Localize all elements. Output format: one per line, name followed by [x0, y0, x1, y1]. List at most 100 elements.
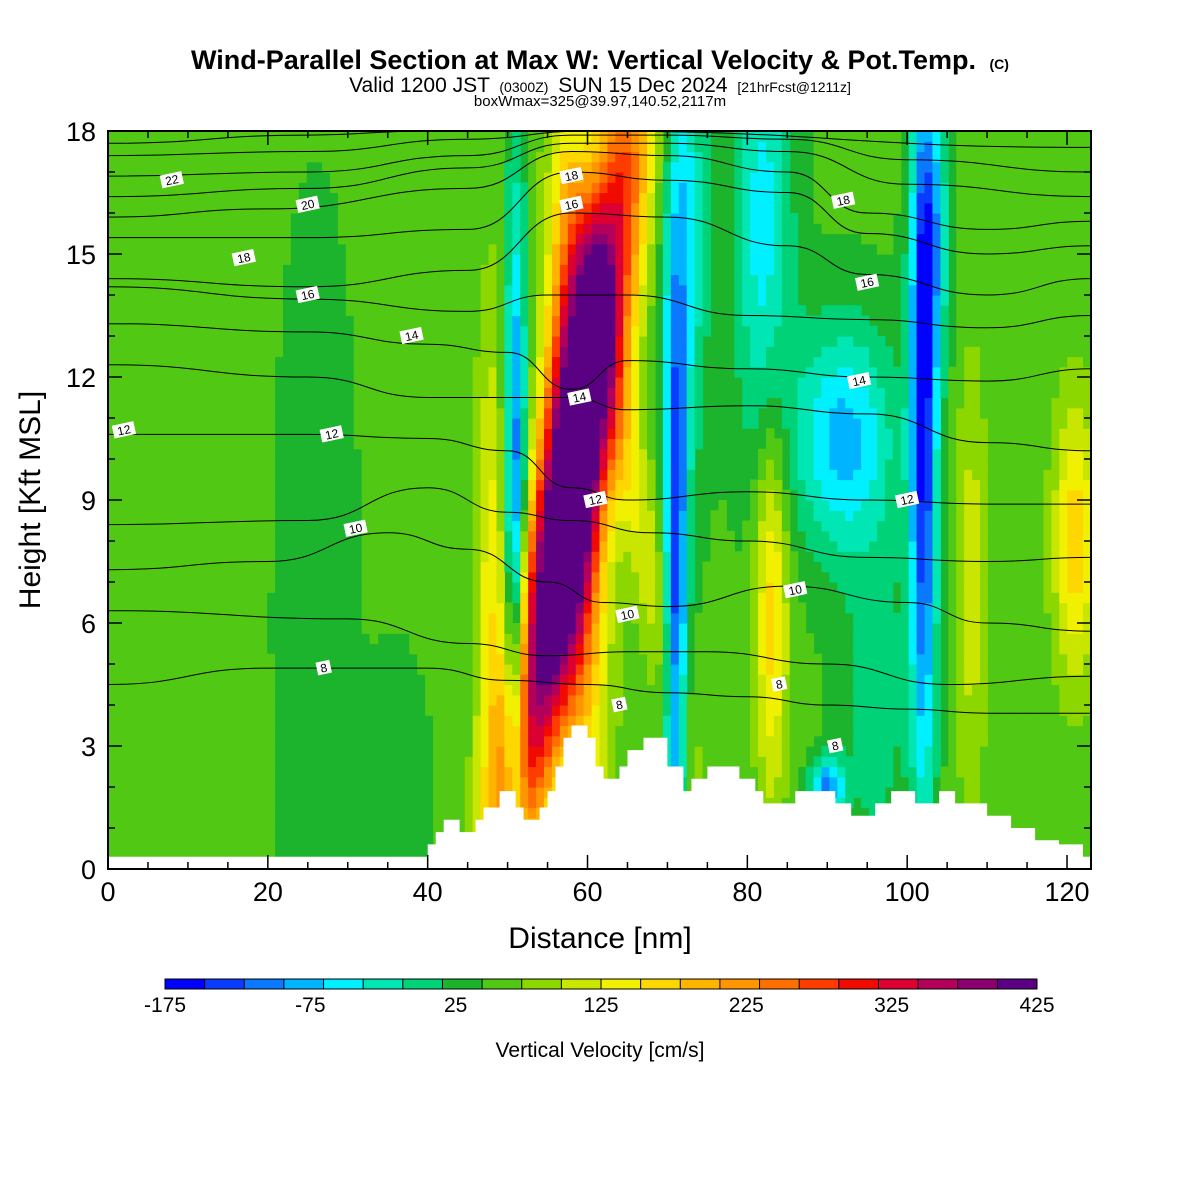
velocity-cell — [694, 746, 704, 757]
velocity-cell — [361, 561, 371, 573]
velocity-cell — [916, 479, 926, 491]
velocity-cell — [480, 530, 490, 542]
velocity-cell — [163, 592, 173, 604]
velocity-cell — [718, 725, 727, 737]
velocity-cell — [583, 448, 593, 460]
velocity-cell — [1059, 489, 1068, 501]
velocity-cell — [195, 356, 204, 368]
velocity-cell — [639, 582, 648, 593]
velocity-cell — [536, 633, 545, 645]
velocity-cell — [948, 448, 957, 460]
velocity-cell — [623, 500, 632, 511]
velocity-cell — [488, 387, 498, 399]
velocity-cell — [1019, 520, 1029, 532]
velocity-cell — [702, 725, 712, 737]
velocity-cell — [742, 664, 751, 675]
velocity-cell — [758, 366, 767, 378]
velocity-cell — [211, 848, 220, 860]
velocity-cell — [377, 541, 387, 552]
velocity-cell — [242, 623, 252, 634]
velocity-cell — [440, 530, 450, 542]
velocity-cell — [884, 735, 894, 747]
velocity-cell — [948, 489, 957, 501]
velocity-cell — [924, 684, 934, 696]
velocity-cell — [409, 551, 418, 563]
velocity-cell — [987, 756, 997, 768]
velocity-cell — [987, 448, 997, 460]
velocity-cell — [211, 602, 220, 614]
velocity-cell — [440, 551, 450, 563]
velocity-cell — [417, 428, 426, 440]
velocity-cell — [853, 479, 862, 491]
velocity-cell — [599, 756, 609, 768]
velocity-cell — [631, 510, 640, 522]
velocity-cell — [908, 582, 918, 593]
velocity-cell — [226, 510, 236, 522]
velocity-cell — [211, 756, 220, 768]
velocity-cell — [171, 551, 180, 563]
velocity-cell — [837, 787, 846, 798]
velocity-cell — [425, 561, 434, 573]
velocity-cell — [131, 674, 141, 686]
velocity-cell — [203, 479, 212, 491]
velocity-cell — [916, 623, 926, 634]
velocity-cell — [512, 551, 521, 563]
velocity-cell — [464, 510, 474, 522]
velocity-cell — [662, 387, 672, 399]
velocity-cell — [464, 530, 474, 542]
velocity-cell — [512, 561, 521, 573]
velocity-cell — [171, 817, 180, 829]
velocity-cell — [1051, 787, 1060, 798]
velocity-cell — [631, 469, 640, 481]
velocity-cell — [544, 612, 553, 624]
velocity-cell — [861, 459, 870, 470]
velocity-cell — [211, 510, 220, 522]
velocity-cell — [607, 366, 616, 378]
velocity-cell — [765, 387, 775, 399]
velocity-cell — [916, 643, 926, 655]
velocity-cell — [528, 418, 537, 429]
velocity-cell — [980, 725, 989, 737]
velocity-cell — [242, 541, 252, 552]
velocity-cell — [504, 756, 513, 768]
velocity-cell — [1011, 725, 1021, 737]
velocity-cell — [520, 561, 529, 573]
velocity-cell — [583, 643, 593, 655]
velocity-cell — [1067, 674, 1076, 686]
velocity-cell — [900, 541, 910, 552]
velocity-cell — [108, 725, 117, 737]
velocity-cell — [139, 664, 149, 675]
velocity-cell — [250, 848, 260, 860]
velocity-cell — [781, 571, 791, 583]
velocity-cell — [654, 530, 664, 542]
velocity-cell — [607, 387, 616, 399]
velocity-cell — [1003, 807, 1013, 819]
velocity-cell — [631, 674, 640, 686]
velocity-cell — [694, 715, 704, 727]
velocity-cell — [266, 787, 276, 798]
velocity-cell — [155, 500, 165, 511]
velocity-cell — [433, 592, 442, 604]
velocity-cell — [385, 438, 394, 450]
velocity-cell — [972, 571, 981, 583]
velocity-cell — [884, 479, 894, 491]
velocity-cell — [805, 469, 815, 481]
velocity-cell — [131, 848, 141, 860]
velocity-cell — [242, 489, 252, 501]
velocity-cell — [1083, 776, 1091, 788]
velocity-cell — [234, 756, 244, 768]
velocity-cell — [980, 530, 989, 542]
velocity-cell — [932, 674, 941, 686]
velocity-cell — [987, 735, 997, 747]
velocity-cell — [456, 643, 466, 655]
velocity-cell — [591, 459, 601, 470]
velocity-cell — [242, 674, 252, 686]
velocity-cell — [409, 438, 418, 450]
velocity-cell — [456, 735, 466, 747]
velocity-cell — [837, 797, 846, 809]
velocity-cell — [758, 684, 767, 696]
velocity-cell — [647, 715, 656, 727]
velocity-cell — [932, 530, 941, 542]
velocity-cell — [425, 571, 434, 583]
velocity-cell — [932, 735, 941, 747]
